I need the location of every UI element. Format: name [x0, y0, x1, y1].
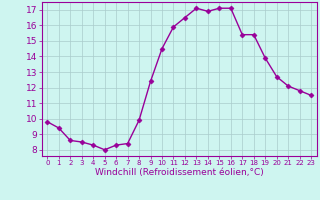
X-axis label: Windchill (Refroidissement éolien,°C): Windchill (Refroidissement éolien,°C) — [95, 168, 264, 177]
